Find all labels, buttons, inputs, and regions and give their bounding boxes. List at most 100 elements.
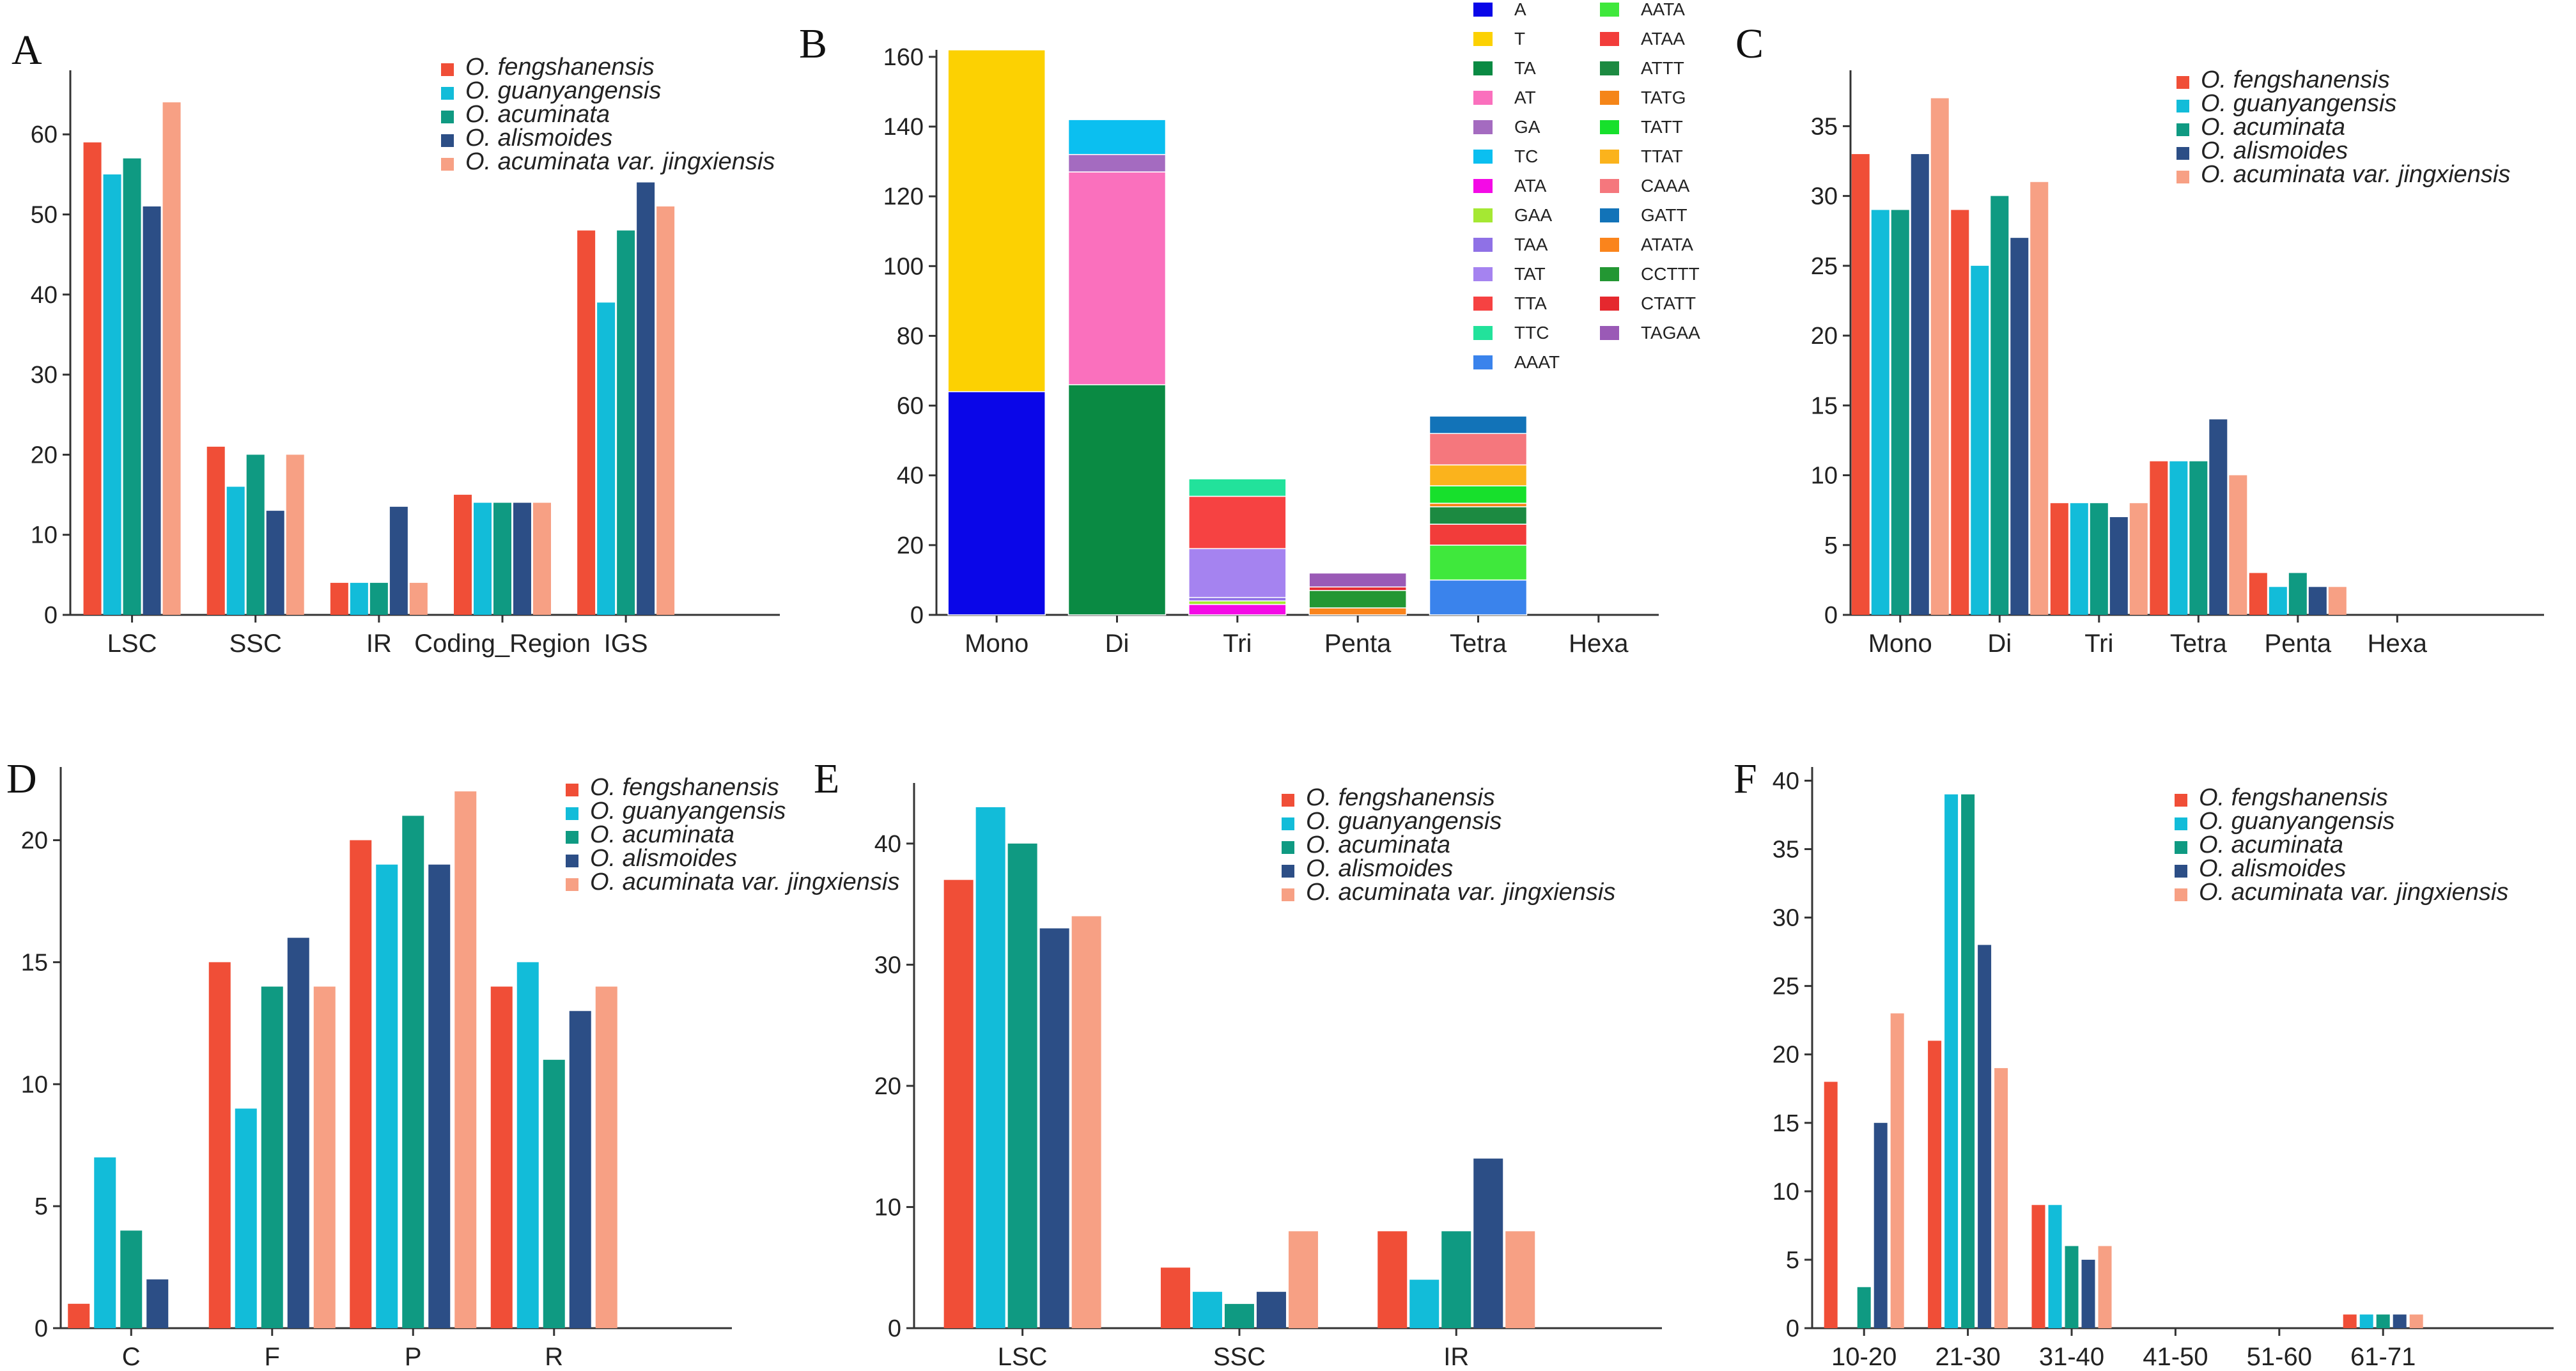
bar xyxy=(1871,210,1889,615)
legend-swatch xyxy=(1473,61,1493,75)
bar xyxy=(206,446,225,615)
bar xyxy=(617,230,635,615)
y-tick-label: 30 xyxy=(1773,905,1799,932)
bar xyxy=(2030,182,2049,615)
legend-swatch xyxy=(1473,3,1493,17)
x-tick-label: Tetra xyxy=(1450,630,1507,658)
legend-label: T xyxy=(1514,29,1525,49)
y-tick-label: 25 xyxy=(1811,253,1838,280)
y-tick-label: 20 xyxy=(31,442,58,469)
legend-swatch xyxy=(2176,100,2189,112)
legend-swatch xyxy=(1600,238,1619,252)
legend-swatch xyxy=(2175,865,2187,878)
bar xyxy=(943,879,974,1328)
bar xyxy=(2031,1205,2045,1328)
bar xyxy=(330,582,348,615)
bar xyxy=(2288,573,2307,615)
legend-label: O. alismoides xyxy=(2201,137,2348,164)
legend-label: CCTTT xyxy=(1641,264,1700,284)
y-tick-label: 20 xyxy=(1811,323,1838,350)
panel-a: A 0 10 20 30 40 50 60 LSC SSC IR Coding_Region IGS O.… xyxy=(12,27,780,658)
bar xyxy=(2308,587,2327,615)
legend-swatch xyxy=(566,831,578,844)
bar xyxy=(1961,794,1975,1328)
bar xyxy=(313,986,336,1328)
legend-swatch xyxy=(566,784,578,796)
legend-swatch xyxy=(1473,355,1493,369)
bar xyxy=(975,807,1005,1328)
bar xyxy=(1007,843,1037,1328)
bar xyxy=(2209,419,2228,615)
bar xyxy=(208,962,231,1328)
bar xyxy=(543,1060,565,1328)
bar xyxy=(532,502,551,615)
legend-label: TAT xyxy=(1514,264,1546,284)
y-tick-label: 50 xyxy=(31,202,58,229)
bar xyxy=(350,582,368,615)
bar xyxy=(1890,1013,1904,1328)
y-tick-label: 35 xyxy=(1773,836,1799,863)
legend-label: GAA xyxy=(1514,205,1552,225)
y-tick-label: 20 xyxy=(21,828,48,855)
y-tick-label: 10 xyxy=(31,522,58,549)
stack-segment xyxy=(1429,433,1528,466)
legend-label: GA xyxy=(1514,117,1540,137)
legend-swatch xyxy=(1473,91,1493,105)
legend-swatch xyxy=(1600,61,1619,75)
bar xyxy=(2081,1259,2095,1328)
bar xyxy=(2269,587,2287,615)
bar xyxy=(2189,461,2208,615)
bar xyxy=(2393,1314,2407,1328)
x-tick-label: F xyxy=(265,1343,280,1371)
legend-swatch xyxy=(1473,326,1493,340)
y-tick-label: 10 xyxy=(874,1194,901,1221)
x-tick-label: Tri xyxy=(2084,630,2113,658)
legend-label: AT xyxy=(1514,88,1536,107)
legend-swatch xyxy=(1473,179,1493,193)
stack-segment xyxy=(1429,506,1528,525)
stack-segment xyxy=(1429,485,1528,504)
x-tick-label: R xyxy=(545,1343,563,1371)
legend-swatch xyxy=(1473,150,1493,164)
stack-segment xyxy=(1067,119,1167,155)
bar xyxy=(2249,573,2267,615)
legend-label: AAAT xyxy=(1514,352,1560,372)
legend-swatch xyxy=(1600,32,1619,46)
legend-label: O. fengshanensis xyxy=(590,774,779,801)
legend-label: TC xyxy=(1514,146,1538,166)
legend-swatch xyxy=(1473,32,1493,46)
bar xyxy=(1857,1287,1871,1328)
legend-label: O. acuminata var. jingxiensis xyxy=(590,869,899,895)
legend-swatch xyxy=(2176,76,2189,89)
y-tick-label: 10 xyxy=(1811,463,1838,490)
bar xyxy=(1071,916,1101,1328)
bar xyxy=(2229,475,2247,615)
y-tick-label: 30 xyxy=(1811,183,1838,210)
legend-swatch xyxy=(1600,326,1619,340)
legend-label: O. fengshanensis xyxy=(465,54,655,81)
bar xyxy=(83,142,102,615)
bar xyxy=(409,582,428,615)
stack-segment xyxy=(1429,523,1528,546)
legend-label: TA xyxy=(1514,58,1536,78)
legend-label: CAAA xyxy=(1641,176,1690,196)
bar xyxy=(1256,1292,1286,1328)
legend-swatch xyxy=(2175,888,2187,901)
bar xyxy=(1441,1231,1471,1328)
x-tick-label: C xyxy=(122,1343,141,1371)
bar xyxy=(473,502,492,615)
bar xyxy=(2070,503,2088,615)
legend-label: ATTT xyxy=(1641,58,1684,78)
y-tick-label: 15 xyxy=(21,949,48,976)
stack-segment xyxy=(1308,590,1407,608)
legend-label: ATA xyxy=(1514,176,1547,196)
bar xyxy=(1951,210,1969,615)
x-tick-label: Di xyxy=(1105,630,1129,658)
bar xyxy=(2328,587,2347,615)
y-tick-label: 40 xyxy=(897,463,924,490)
bar xyxy=(453,495,472,615)
legend-label: ATAA xyxy=(1641,29,1685,49)
